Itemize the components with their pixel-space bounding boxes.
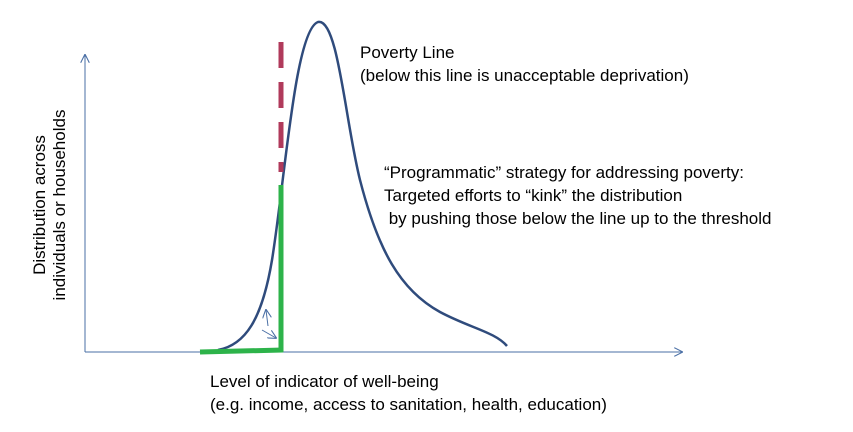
- label-line: individuals or households: [50, 110, 69, 301]
- kink-horizontal: [199, 347, 284, 355]
- x-axis-note: (e.g. income, access to sanitation, heal…: [210, 395, 607, 414]
- distribution-curve: [217, 20, 508, 352]
- x-axis-label: Level of indicator of well-being: [210, 372, 439, 391]
- poverty-line-title: Poverty Line: [360, 43, 455, 62]
- strategy-text: “Programmatic” strategy for addressing p…: [384, 163, 744, 182]
- poverty-line-note: (below this line is unacceptable depriva…: [360, 66, 689, 85]
- strategy-text: Targeted efforts to “kink” the distribut…: [384, 186, 682, 205]
- push-arrow: [261, 329, 276, 338]
- push-arrow: [266, 310, 268, 327]
- label-line: Distribution across: [30, 135, 49, 275]
- y-axis-label: Distribution across individuals or house…: [30, 110, 69, 301]
- strategy-text: by pushing those below the line up to th…: [384, 209, 772, 228]
